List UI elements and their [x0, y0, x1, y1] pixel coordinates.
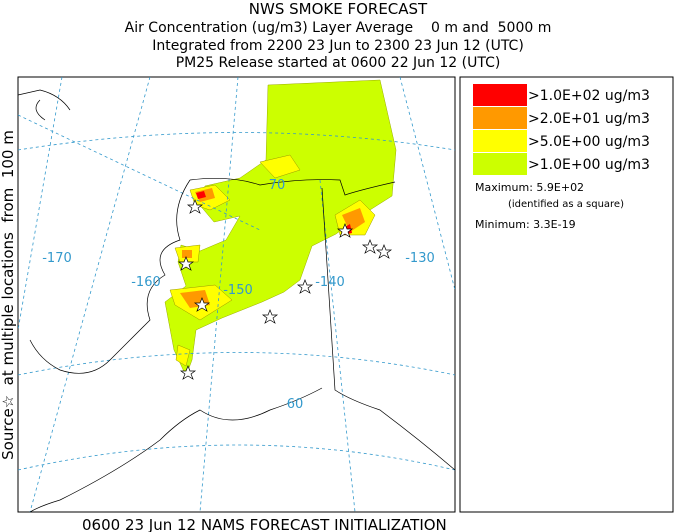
legend: >1.0E+02 ug/m3 >2.0E+01 ug/m3 >5.0E+00 ug/… — [473, 84, 650, 175]
source-star — [336, 223, 354, 238]
legend-swatch — [473, 84, 527, 106]
sources — [177, 199, 393, 380]
subtitle: PM25 Release started at 0600 22 Jun 12 (… — [176, 55, 501, 71]
legend-label: >1.0E+02 ug/m3 — [528, 88, 650, 104]
source-star — [193, 297, 211, 312]
map-label: -170 — [42, 251, 72, 266]
maximum-note: (identified as a square) — [508, 199, 624, 210]
map-label: -130 — [405, 251, 435, 266]
plume-yellow — [169, 154, 376, 367]
subtitle: Air Concentration (ug/m3) Layer Average … — [125, 20, 552, 36]
source-star — [361, 239, 379, 254]
legend-swatch — [473, 153, 527, 175]
legend-label: >1.0E+00 ug/m3 — [528, 157, 650, 173]
minimum: Minimum: 3.3E-19 — [475, 218, 576, 231]
title: NWS SMOKE FORECAST — [249, 0, 428, 18]
source-star — [375, 244, 393, 259]
source-star — [186, 199, 204, 214]
map-label: -150 — [223, 283, 253, 298]
map-label: -140 — [315, 275, 345, 290]
source-star — [179, 365, 197, 380]
graticule — [17, 76, 456, 513]
map-label: 70 — [269, 178, 286, 193]
legend-swatch — [473, 107, 527, 129]
source-star — [177, 256, 195, 271]
maximum: Maximum: 5.9E+02 — [475, 181, 584, 194]
legend-label: >5.0E+00 ug/m3 — [528, 134, 650, 150]
footer: 0600 23 Jun 12 NAMS FORECAST INITIALIZAT… — [82, 516, 447, 532]
source-star — [261, 309, 279, 324]
subtitle: Integrated from 2200 23 Jun to 2300 23 J… — [152, 38, 524, 54]
legend-swatch — [473, 130, 527, 152]
source-star — [296, 279, 314, 294]
source-label: Source☆ at multiple locations from 100 m — [0, 130, 17, 460]
legend-label: >2.0E+01 ug/m3 — [528, 111, 650, 127]
plume-orange — [180, 188, 365, 308]
map-label: 60 — [287, 397, 304, 412]
map: -170 -160 -150 -140 -130 70 60 — [17, 76, 456, 513]
map-label: -160 — [131, 275, 161, 290]
coastline — [17, 89, 456, 513]
